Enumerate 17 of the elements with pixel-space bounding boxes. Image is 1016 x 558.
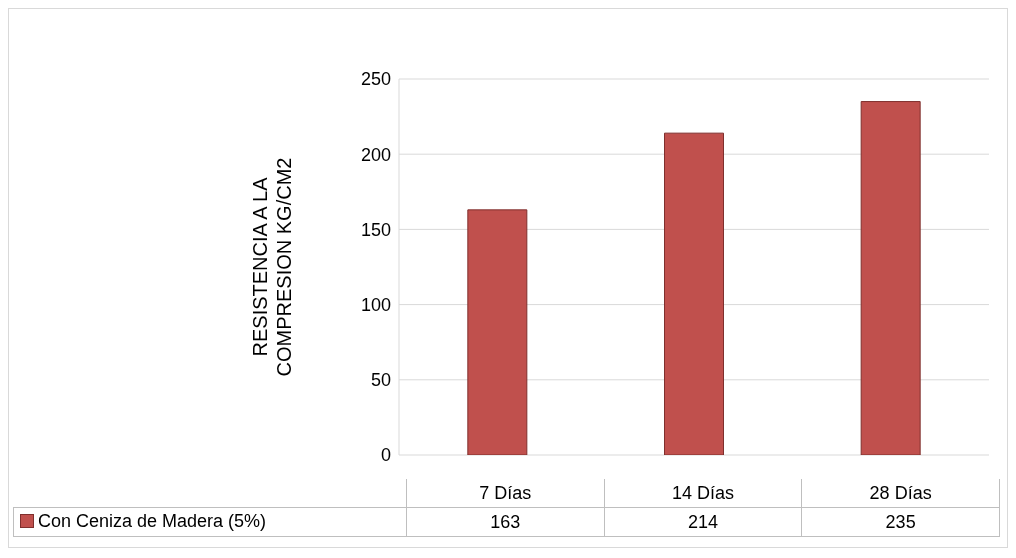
y-tick-label: 50 — [370, 370, 391, 391]
y-tick-label: 250 — [360, 69, 391, 90]
x-tick-label: 7 Días — [406, 479, 605, 508]
x-tick-label: 14 Días — [604, 479, 802, 508]
legend-label: Con Ceniza de Madera (5%) — [38, 510, 267, 532]
data-label: 214 — [604, 507, 802, 537]
data-label: 235 — [801, 507, 1000, 537]
data-label: 163 — [406, 507, 605, 537]
bar — [467, 209, 528, 455]
y-axis-title: RESISTENCIA A LA COMPRESION KG/CM2 — [249, 157, 295, 377]
bar — [860, 101, 921, 455]
y-tick-label: 0 — [380, 445, 391, 466]
y-tick-label: 100 — [360, 294, 391, 315]
y-tick-label: 200 — [360, 144, 391, 165]
bar — [664, 132, 724, 455]
x-tick-label: 28 Días — [801, 479, 1000, 508]
y-tick-label: 150 — [360, 219, 391, 240]
